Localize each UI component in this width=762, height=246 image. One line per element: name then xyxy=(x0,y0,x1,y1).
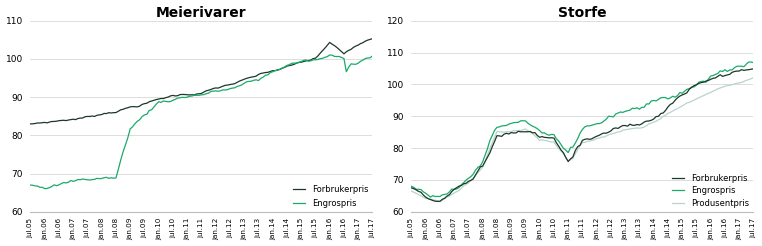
Forbrukerpris xyxy=(285,64,294,67)
Legend: Forbrukerpris, Engrospris, Produsentpris: Forbrukerpris, Engrospris, Produsentpris xyxy=(672,174,749,208)
Produsentpris xyxy=(677,105,687,108)
Line: Produsentpris: Produsentpris xyxy=(411,78,754,202)
Forbrukerpris xyxy=(728,71,737,74)
Engrospris xyxy=(325,53,335,56)
Forbrukerpris xyxy=(607,129,616,132)
Produsentpris xyxy=(424,197,433,200)
Forbrukerpris xyxy=(749,67,758,70)
Forbrukerpris xyxy=(668,102,677,105)
Forbrukerpris xyxy=(294,61,303,64)
Engrospris xyxy=(368,54,377,57)
Engrospris xyxy=(728,68,737,71)
Forbrukerpris xyxy=(43,121,52,124)
Engrospris xyxy=(45,186,54,189)
Engrospris xyxy=(668,95,677,98)
Engrospris xyxy=(749,61,758,64)
Engrospris xyxy=(287,62,296,65)
Forbrukerpris xyxy=(424,197,433,200)
Forbrukerpris xyxy=(407,186,416,189)
Engrospris xyxy=(426,196,435,199)
Engrospris xyxy=(677,92,687,95)
Produsentpris xyxy=(749,76,758,79)
Engrospris xyxy=(26,184,35,186)
Engrospris xyxy=(28,184,37,187)
Forbrukerpris xyxy=(677,93,687,96)
Forbrukerpris xyxy=(433,200,442,203)
Produsentpris xyxy=(607,133,616,136)
Forbrukerpris xyxy=(344,49,354,52)
Title: Storfe: Storfe xyxy=(558,6,607,19)
Forbrukerpris xyxy=(223,84,232,87)
Produsentpris xyxy=(409,191,418,194)
Forbrukerpris xyxy=(368,37,377,40)
Line: Engrospris: Engrospris xyxy=(30,55,373,189)
Title: Meierivarer: Meierivarer xyxy=(156,6,247,19)
Line: Engrospris: Engrospris xyxy=(411,62,754,197)
Forbrukerpris xyxy=(26,123,35,125)
Forbrukerpris xyxy=(409,187,418,190)
Engrospris xyxy=(747,61,756,63)
Produsentpris xyxy=(668,110,677,113)
Engrospris xyxy=(226,87,235,90)
Engrospris xyxy=(349,63,358,66)
Engrospris xyxy=(296,60,306,63)
Produsentpris xyxy=(407,190,416,193)
Legend: Forbrukerpris, Engrospris: Forbrukerpris, Engrospris xyxy=(293,185,368,208)
Produsentpris xyxy=(728,83,737,86)
Engrospris xyxy=(409,186,418,189)
Line: Forbrukerpris: Forbrukerpris xyxy=(30,39,373,124)
Line: Forbrukerpris: Forbrukerpris xyxy=(411,69,754,201)
Engrospris xyxy=(424,194,433,197)
Engrospris xyxy=(607,115,616,118)
Forbrukerpris xyxy=(28,122,37,125)
Produsentpris xyxy=(435,200,444,203)
Engrospris xyxy=(407,185,416,188)
Engrospris xyxy=(40,187,50,190)
